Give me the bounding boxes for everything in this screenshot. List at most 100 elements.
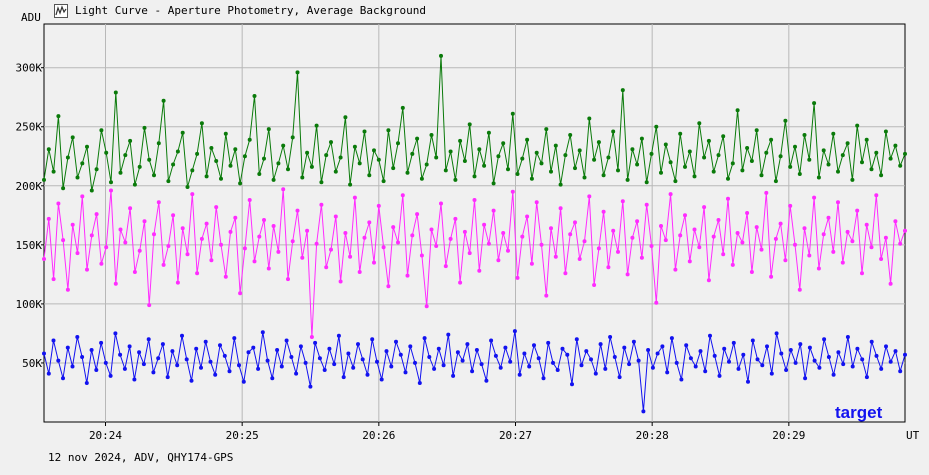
- data-point: [391, 166, 396, 171]
- data-point: [698, 349, 703, 354]
- data-point: [515, 275, 520, 280]
- data-point: [807, 253, 812, 258]
- data-point: [199, 236, 204, 241]
- data-point: [266, 266, 271, 271]
- data-point: [788, 203, 793, 208]
- data-point: [778, 154, 783, 159]
- data-point: [103, 360, 108, 365]
- data-point: [759, 173, 764, 178]
- data-point: [727, 359, 731, 364]
- data-point: [151, 370, 156, 375]
- data-point: [394, 339, 398, 344]
- data-point: [472, 174, 477, 179]
- data-point: [544, 293, 549, 298]
- data-point: [558, 206, 563, 211]
- light-curve-icon[interactable]: [54, 4, 68, 18]
- data-point: [592, 283, 597, 287]
- data-point: [61, 238, 66, 243]
- data-point: [94, 167, 99, 172]
- x-tick-label: 20:25: [226, 429, 259, 442]
- data-point: [160, 342, 165, 347]
- data-point: [592, 157, 597, 162]
- data-point: [893, 349, 898, 354]
- data-point: [303, 360, 308, 365]
- data-point: [898, 369, 903, 374]
- data-point: [458, 280, 463, 285]
- data-point: [458, 138, 463, 143]
- data-point: [717, 373, 722, 378]
- data-point: [635, 162, 640, 167]
- data-point: [693, 364, 698, 369]
- data-point: [61, 186, 66, 191]
- data-point: [678, 131, 683, 136]
- data-point: [630, 147, 635, 152]
- data-point: [362, 129, 367, 134]
- data-point: [745, 146, 750, 150]
- y-tick-label: 50K: [22, 357, 42, 370]
- data-point: [650, 365, 655, 370]
- data-point: [679, 377, 684, 382]
- data-point: [529, 261, 534, 266]
- data-point: [735, 231, 740, 235]
- data-point: [189, 378, 194, 383]
- data-point: [313, 340, 318, 345]
- y-tick-label: 250K: [16, 121, 43, 134]
- data-point: [692, 227, 697, 232]
- data-point: [879, 173, 884, 178]
- data-point: [343, 115, 348, 120]
- data-point: [185, 252, 190, 257]
- data-point: [209, 258, 214, 263]
- series-2: [42, 329, 907, 414]
- data-point: [141, 362, 146, 367]
- data-point: [357, 161, 362, 166]
- data-point: [601, 173, 606, 178]
- data-point: [491, 181, 496, 186]
- data-point: [749, 270, 754, 274]
- data-point: [577, 148, 582, 153]
- data-point: [783, 258, 788, 263]
- data-point: [601, 209, 606, 214]
- data-point: [276, 249, 281, 254]
- data-point: [467, 122, 472, 127]
- x-tick-label: 20:27: [499, 429, 532, 442]
- data-point: [233, 215, 238, 220]
- data-point: [270, 376, 275, 381]
- data-point: [80, 355, 85, 359]
- data-point: [731, 340, 736, 345]
- data-point: [84, 381, 89, 385]
- data-point: [295, 208, 300, 213]
- series-0: [42, 53, 907, 193]
- data-point: [665, 370, 670, 375]
- data-point: [204, 174, 209, 179]
- data-point: [534, 150, 539, 155]
- data-point: [668, 192, 673, 197]
- data-point: [860, 271, 864, 276]
- data-point: [864, 222, 869, 227]
- data-point: [436, 346, 441, 351]
- data-point: [265, 358, 270, 363]
- data-point: [826, 215, 831, 220]
- data-point: [631, 339, 636, 344]
- data-point: [132, 182, 137, 187]
- data-point: [65, 155, 70, 160]
- data-point: [61, 376, 65, 381]
- data-point: [793, 242, 797, 247]
- data-point: [687, 259, 692, 264]
- data-point: [568, 133, 573, 137]
- data-point: [222, 353, 227, 358]
- data-point: [549, 226, 553, 231]
- data-point: [736, 366, 741, 371]
- data-point: [329, 247, 333, 252]
- data-point: [688, 356, 693, 361]
- data-point: [429, 227, 434, 232]
- data-point: [109, 188, 113, 193]
- data-point: [324, 153, 329, 158]
- data-point: [113, 281, 118, 286]
- data-point: [769, 137, 774, 142]
- data-point: [611, 228, 616, 233]
- data-point: [443, 264, 448, 269]
- data-point: [673, 267, 678, 272]
- data-point: [630, 235, 635, 240]
- data-point: [553, 143, 558, 148]
- data-point: [422, 336, 427, 341]
